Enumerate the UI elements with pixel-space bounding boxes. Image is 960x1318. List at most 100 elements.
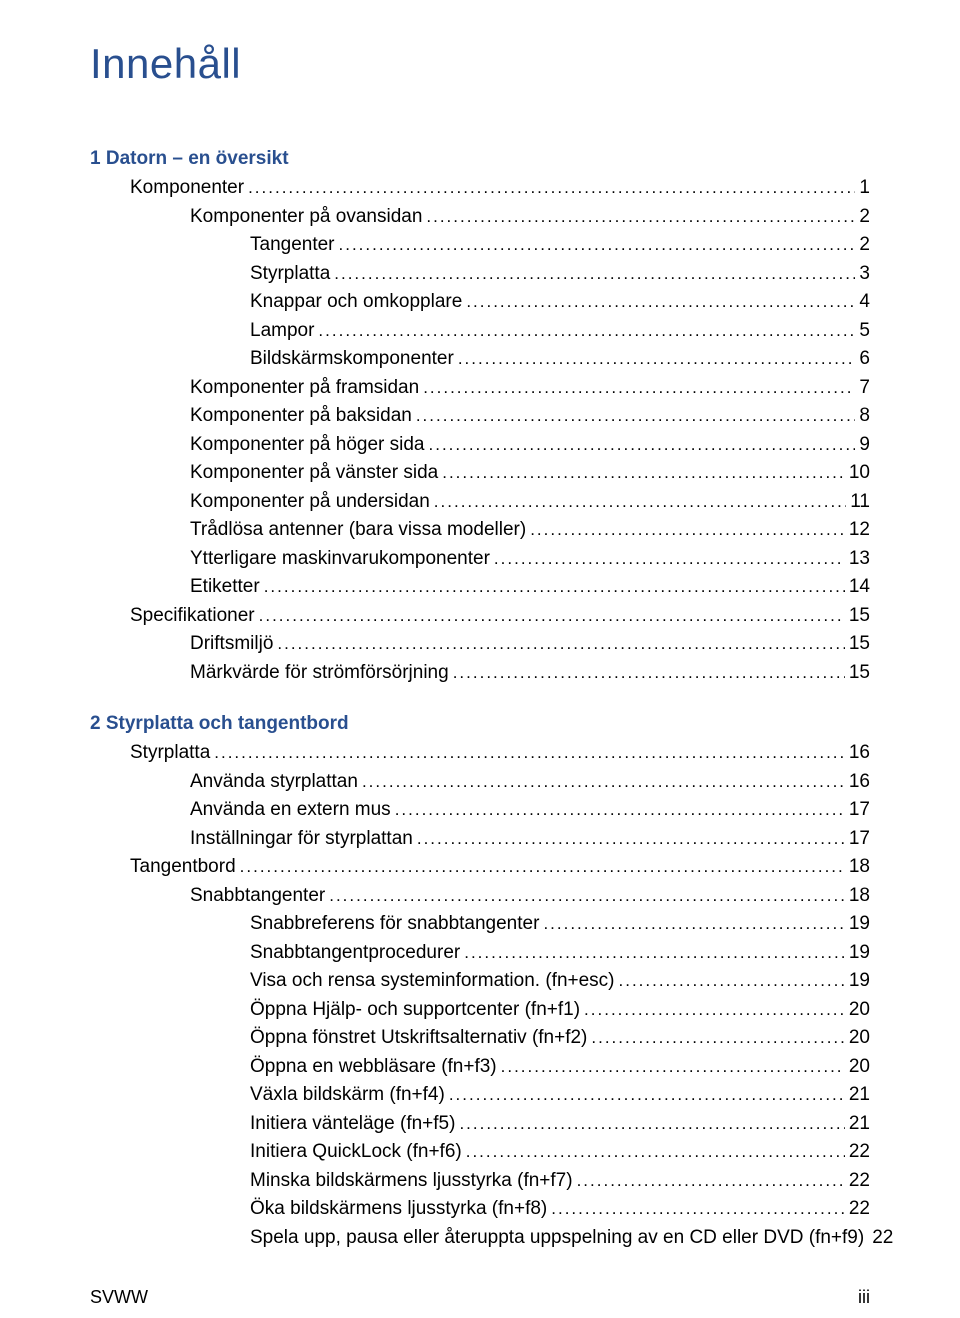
toc-entry[interactable]: Trådlösa antenner (bara vissa modeller)1… xyxy=(90,516,870,545)
toc-leader xyxy=(362,768,845,797)
toc-entry[interactable]: Använda styrplattan16 xyxy=(90,768,870,797)
toc-leader xyxy=(449,1081,845,1110)
toc-entry[interactable]: Driftsmiljö15 xyxy=(90,630,870,659)
toc-entry[interactable]: Märkvärde för strömförsörjning15 xyxy=(90,659,870,688)
toc-entry-label: Initiera vänteläge (fn+f5) xyxy=(250,1110,455,1139)
toc-entry[interactable]: Spela upp, pausa eller återuppta uppspel… xyxy=(90,1224,870,1253)
toc-entry[interactable]: Initiera QuickLock (fn+f6)22 xyxy=(90,1138,870,1167)
toc-entry-label: Snabbtangentprocedurer xyxy=(250,939,460,968)
toc-entry-label: Snabbtangenter xyxy=(190,882,325,911)
toc-leader xyxy=(318,317,855,346)
toc-entry[interactable]: Snabbtangentprocedurer 19 xyxy=(90,939,870,968)
toc-entry-page: 20 xyxy=(849,1024,870,1053)
toc-entry-label: Inställningar för styrplattan xyxy=(190,825,413,854)
toc-entry-label: Etiketter xyxy=(190,573,260,602)
toc-entry[interactable]: Specifikationer15 xyxy=(90,602,870,631)
toc-entry[interactable]: Öppna Hjälp- och supportcenter (fn+f1)20 xyxy=(90,996,870,1025)
toc-entry-label: Styrplatta xyxy=(250,260,330,289)
toc-entry-page: 8 xyxy=(859,402,870,431)
toc-entry-label: Komponenter på undersidan xyxy=(190,488,430,517)
toc-entry[interactable]: Snabbreferens för snabbtangenter19 xyxy=(90,910,870,939)
toc-entry[interactable]: Växla bildskärm (fn+f4)21 xyxy=(90,1081,870,1110)
toc-leader xyxy=(259,602,845,631)
toc-entry-label: Trådlösa antenner (bara vissa modeller) xyxy=(190,516,526,545)
toc-entry[interactable]: Styrplatta16 xyxy=(90,739,870,768)
toc-entry-label: Komponenter på vänster sida xyxy=(190,459,438,488)
toc-leader xyxy=(501,1053,845,1082)
toc-entry-label: Komponenter på baksidan xyxy=(190,402,412,431)
toc-entry-label: Lampor xyxy=(250,317,314,346)
chapter-heading: 1 Datorn – en översikt xyxy=(90,148,870,170)
chapter-number: 1 xyxy=(90,148,101,169)
toc-entry-label: Växla bildskärm (fn+f4) xyxy=(250,1081,445,1110)
toc-entry-label: Använda en extern mus xyxy=(190,796,391,825)
toc-entry[interactable]: Komponenter1 xyxy=(90,174,870,203)
toc-entry[interactable]: Tangentbord18 xyxy=(90,853,870,882)
toc-entry-label: Öppna fönstret Utskriftsalternativ (fn+f… xyxy=(250,1024,587,1053)
footer-right: iii xyxy=(858,1287,870,1308)
toc-leader xyxy=(429,431,856,460)
toc-entry[interactable]: Minska bildskärmens ljusstyrka (fn+f7)22 xyxy=(90,1167,870,1196)
chapter-title: Styrplatta och tangentbord xyxy=(106,713,349,734)
toc-entry-page: 16 xyxy=(849,768,870,797)
toc-leader xyxy=(584,996,845,1025)
toc-entry-page: 2 xyxy=(859,203,870,232)
toc-entry-page: 21 xyxy=(849,1110,870,1139)
toc-entry[interactable]: Knappar och omkopplare 4 xyxy=(90,288,870,317)
chapter-block: 2 Styrplatta och tangentbord Styrplatta16… xyxy=(90,713,870,1252)
toc-leader xyxy=(458,345,856,374)
toc-entry[interactable]: Komponenter på undersidan 11 xyxy=(90,488,870,517)
toc-entry[interactable]: Komponenter på framsidan7 xyxy=(90,374,870,403)
toc-entry-page: 5 xyxy=(859,317,870,346)
toc-entry-page: 18 xyxy=(849,882,870,911)
toc-entry-page: 20 xyxy=(849,1053,870,1082)
toc-leader xyxy=(459,1110,844,1139)
toc-entry-label: Bildskärmskomponenter xyxy=(250,345,454,374)
toc-entry[interactable]: Komponenter på baksidan 8 xyxy=(90,402,870,431)
toc-leader xyxy=(423,374,855,403)
toc-entry[interactable]: Inställningar för styrplattan17 xyxy=(90,825,870,854)
toc-leader xyxy=(264,573,845,602)
toc-entry[interactable]: Komponenter på ovansidan2 xyxy=(90,203,870,232)
toc-entry-page: 13 xyxy=(849,545,870,574)
toc-entry[interactable]: Komponenter på vänster sida10 xyxy=(90,459,870,488)
toc-entry-page: 19 xyxy=(849,910,870,939)
toc-entry-label: Öppna en webbläsare (fn+f3) xyxy=(250,1053,497,1082)
toc-entry[interactable]: Snabbtangenter 18 xyxy=(90,882,870,911)
toc-entry-page: 6 xyxy=(859,345,870,374)
toc-entry-page: 3 xyxy=(859,260,870,289)
toc-entry-page: 11 xyxy=(850,488,870,517)
toc-entry[interactable]: Bildskärmskomponenter 6 xyxy=(90,345,870,374)
toc-entry[interactable]: Öppna fönstret Utskriftsalternativ (fn+f… xyxy=(90,1024,870,1053)
toc-entry[interactable]: Komponenter på höger sida9 xyxy=(90,431,870,460)
toc-entry-page: 22 xyxy=(849,1138,870,1167)
toc-entry[interactable]: Tangenter2 xyxy=(90,231,870,260)
toc-leader xyxy=(240,853,845,882)
toc-entry[interactable]: Öka bildskärmens ljusstyrka (fn+f8)22 xyxy=(90,1195,870,1224)
toc-entry[interactable]: Ytterligare maskinvarukomponenter13 xyxy=(90,545,870,574)
chapter-block: 1 Datorn – en översiktKomponenter1Kompon… xyxy=(90,148,870,687)
toc-entry[interactable]: Lampor 5 xyxy=(90,317,870,346)
toc-entry-label: Knappar och omkopplare xyxy=(250,288,462,317)
toc-entry-page: 4 xyxy=(859,288,870,317)
toc-entry[interactable]: Styrplatta 3 xyxy=(90,260,870,289)
toc-entry-label: Komponenter xyxy=(130,174,244,203)
toc-entry-label: Tangentbord xyxy=(130,853,236,882)
toc-entry[interactable]: Använda en extern mus17 xyxy=(90,796,870,825)
chapter-heading: 2 Styrplatta och tangentbord xyxy=(90,713,870,735)
toc-entry-label: Komponenter på höger sida xyxy=(190,431,425,460)
toc-entry-label: Specifikationer xyxy=(130,602,255,631)
toc-leader xyxy=(334,260,855,289)
toc-entry[interactable]: Etiketter14 xyxy=(90,573,870,602)
toc-entry[interactable]: Öppna en webbläsare (fn+f3) 20 xyxy=(90,1053,870,1082)
toc-leader xyxy=(577,1167,845,1196)
toc-entry-page: 22 xyxy=(849,1195,870,1224)
toc-entry-page: 20 xyxy=(849,996,870,1025)
toc-entry[interactable]: Initiera vänteläge (fn+f5) 21 xyxy=(90,1110,870,1139)
toc-entry-page: 19 xyxy=(849,939,870,968)
toc-leader xyxy=(619,967,845,996)
toc-leader xyxy=(591,1024,844,1053)
toc-leader xyxy=(466,1138,845,1167)
toc-entry[interactable]: Visa och rensa systeminformation. (fn+es… xyxy=(90,967,870,996)
chapter-title: Datorn – en översikt xyxy=(106,148,289,169)
